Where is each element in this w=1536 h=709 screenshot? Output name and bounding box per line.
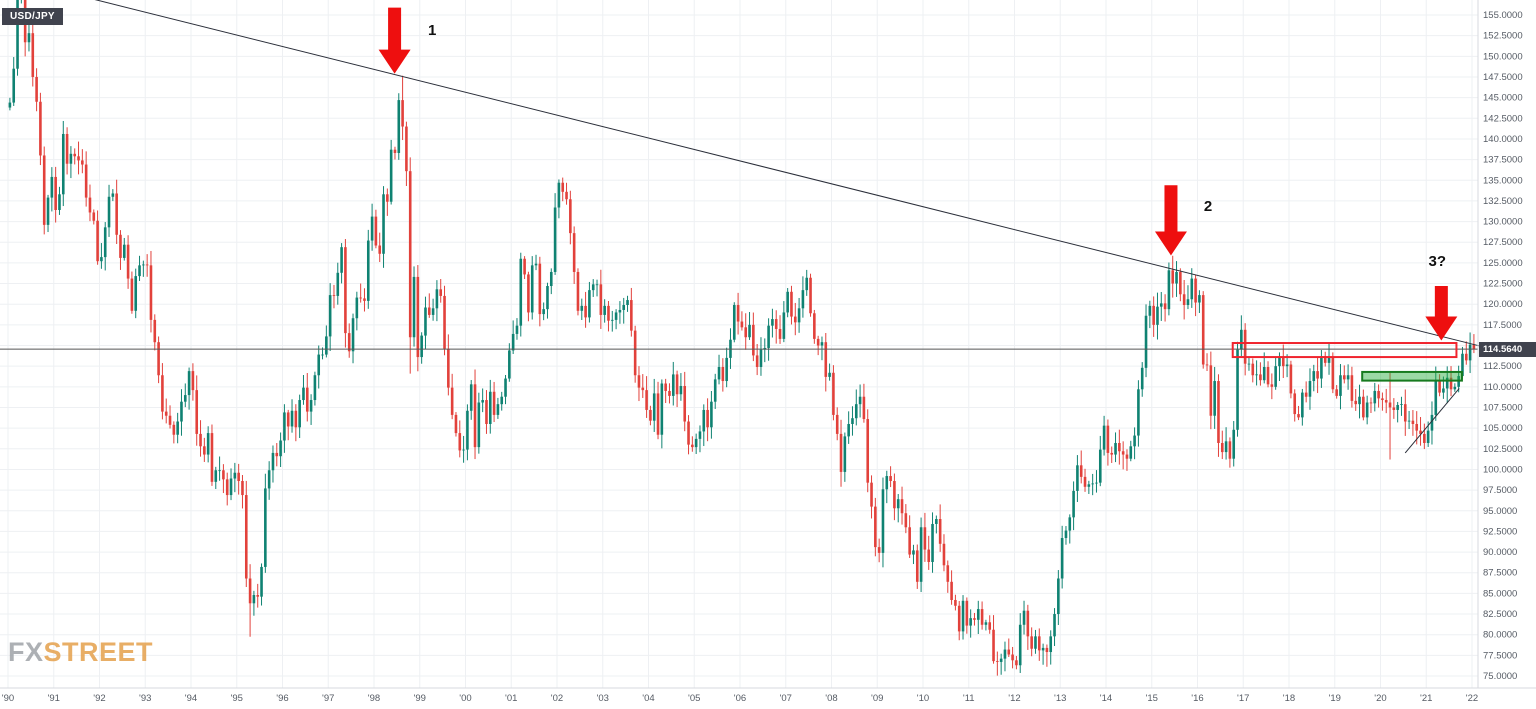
price-tick-label[interactable]: 130.0000 (1483, 217, 1523, 228)
time-tick-label[interactable]: '02 (551, 693, 563, 704)
price-tick-label[interactable]: 100.0000 (1483, 464, 1523, 475)
price-tick-label[interactable]: 92.5000 (1483, 526, 1517, 537)
time-tick-label[interactable]: '04 (642, 693, 654, 704)
fxstreet-logo: FXSTREET (8, 637, 153, 668)
price-tick-label[interactable]: 102.5000 (1483, 444, 1523, 455)
price-tick-label[interactable]: 150.0000 (1483, 51, 1523, 62)
price-tick-label[interactable]: 125.0000 (1483, 258, 1523, 269)
time-tick-label[interactable]: '14 (1100, 693, 1112, 704)
price-tick-label[interactable]: 145.0000 (1483, 93, 1523, 104)
arrow-number-label: 1 (428, 22, 436, 39)
last-price-label: 114.5640 (1479, 341, 1536, 357)
down-arrow-annotation[interactable] (378, 7, 411, 74)
price-tick-label[interactable]: 87.5000 (1483, 568, 1517, 579)
candles-layer (8, 0, 1476, 676)
price-tick-label[interactable]: 142.5000 (1483, 113, 1523, 124)
time-tick-label[interactable]: '20 (1374, 693, 1386, 704)
symbol-badge: USD/JPY (2, 8, 63, 25)
price-tick-label[interactable]: 85.0000 (1483, 588, 1517, 599)
time-tick-label[interactable]: '11 (963, 693, 975, 704)
price-tick-label[interactable]: 80.0000 (1483, 630, 1517, 641)
time-tick-label[interactable]: '93 (139, 693, 151, 704)
time-tick-label[interactable]: '15 (1146, 693, 1158, 704)
time-tick-label[interactable]: '19 (1329, 693, 1341, 704)
time-tick-label[interactable]: '91 (48, 693, 60, 704)
time-tick-label[interactable]: '08 (825, 693, 837, 704)
time-tick-label[interactable]: '17 (1237, 693, 1249, 704)
price-tick-label[interactable]: 77.5000 (1483, 650, 1517, 661)
ascending-trendline[interactable] (1404, 388, 1460, 454)
price-tick-label[interactable]: 117.5000 (1483, 320, 1522, 331)
price-tick-label[interactable]: 112.5000 (1483, 361, 1522, 372)
support-box[interactable] (1361, 370, 1463, 382)
price-tick-label[interactable]: 110.0000 (1483, 382, 1522, 393)
zones-layer (1231, 342, 1463, 382)
time-tick-label[interactable]: '00 (459, 693, 471, 704)
time-tick-label[interactable]: '97 (322, 693, 334, 704)
price-tick-label[interactable]: 147.5000 (1483, 72, 1523, 83)
time-tick-label[interactable]: '07 (780, 693, 792, 704)
time-tick-label[interactable]: '94 (185, 693, 197, 704)
price-tick-label[interactable]: 107.5000 (1483, 402, 1523, 413)
down-arrow-annotation[interactable] (1425, 286, 1458, 341)
annotations-layer: 1 2 3? (378, 7, 1458, 341)
time-tick-label[interactable]: '09 (871, 693, 883, 704)
time-tick-label[interactable]: '99 (414, 693, 426, 704)
descending-trendline[interactable] (8, 0, 1482, 347)
time-tick-label[interactable]: '95 (231, 693, 243, 704)
time-tick-label[interactable]: '12 (1008, 693, 1020, 704)
arrow-number-label: 2 (1204, 198, 1212, 215)
price-tick-label[interactable]: 122.5000 (1483, 279, 1523, 290)
resistance-box[interactable] (1231, 342, 1458, 359)
time-tick-label[interactable]: '05 (688, 693, 700, 704)
logo-fx-text: FX (8, 637, 44, 667)
time-tick-label[interactable]: '98 (368, 693, 380, 704)
price-tick-label[interactable]: 82.5000 (1483, 609, 1517, 620)
price-tick-label[interactable]: 137.5000 (1483, 155, 1523, 166)
price-tick-label[interactable]: 155.0000 (1483, 10, 1523, 21)
price-tick-label[interactable]: 152.5000 (1483, 31, 1523, 42)
price-tick-label[interactable]: 105.0000 (1483, 423, 1523, 434)
time-tick-label[interactable]: '92 (93, 693, 105, 704)
price-tick-label[interactable]: 90.0000 (1483, 547, 1517, 558)
time-tick-label[interactable]: '01 (505, 693, 517, 704)
time-tick-label[interactable]: '03 (597, 693, 609, 704)
price-tick-label[interactable]: 75.0000 (1483, 671, 1517, 682)
trendline-layer (0, 0, 1482, 454)
time-tick-label[interactable]: '10 (917, 693, 929, 704)
time-tick-label[interactable]: '22 (1466, 693, 1478, 704)
time-tick-label[interactable]: '90 (2, 693, 14, 704)
price-tick-label[interactable]: 120.0000 (1483, 299, 1523, 310)
time-tick-label[interactable]: '96 (276, 693, 288, 704)
price-tick-label[interactable]: 97.5000 (1483, 485, 1517, 496)
down-arrow-annotation[interactable] (1154, 185, 1187, 256)
price-tick-label[interactable]: 132.5000 (1483, 196, 1523, 207)
time-tick-label[interactable]: '16 (1191, 693, 1203, 704)
time-tick-label[interactable]: '06 (734, 693, 746, 704)
logo-street-text: STREET (43, 637, 154, 667)
price-tick-label[interactable]: 127.5000 (1483, 237, 1523, 248)
arrow-number-label: 3? (1429, 253, 1447, 270)
time-tick-label[interactable]: '18 (1283, 693, 1295, 704)
time-tick-label[interactable]: '13 (1054, 693, 1066, 704)
price-tick-label[interactable]: 135.0000 (1483, 175, 1523, 186)
time-tick-label[interactable]: '21 (1420, 693, 1432, 704)
price-tick-label[interactable]: 140.0000 (1483, 134, 1523, 145)
price-tick-label[interactable]: 95.0000 (1483, 506, 1517, 517)
